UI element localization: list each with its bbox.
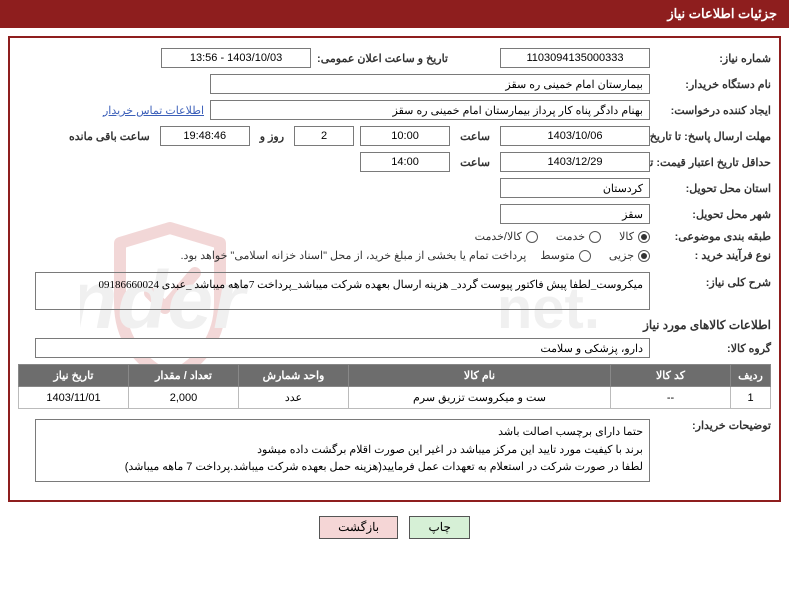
- days-remaining-input[interactable]: [294, 126, 354, 146]
- row-process: نوع فرآیند خرید : جزیی متوسط پرداخت تمام…: [18, 249, 771, 262]
- print-button[interactable]: چاپ: [409, 516, 469, 539]
- items-table: ردیف کد کالا نام کالا واحد شمارش تعداد /…: [18, 364, 771, 409]
- days-text: روز و: [256, 130, 288, 143]
- radio-icon: [638, 231, 650, 243]
- buyer-notes-line2: برند با کیفیت مورد تایید این مرکز میباشد…: [42, 442, 643, 460]
- th-name: نام کالا: [349, 365, 611, 387]
- row-deadline: مهلت ارسال پاسخ: تا تاریخ: ساعت روز و سا…: [18, 126, 771, 146]
- deadline-date-input[interactable]: [500, 126, 650, 146]
- requester-input[interactable]: [210, 100, 650, 120]
- category-label: طبقه بندی موضوعی:: [656, 230, 771, 243]
- button-row: چاپ بازگشت: [0, 516, 789, 539]
- category-radio-group: کالا خدمت کالا/خدمت: [475, 230, 650, 243]
- row-city: شهر محل تحویل:: [18, 204, 771, 224]
- page-title: جزئیات اطلاعات نیاز: [667, 6, 777, 21]
- city-input[interactable]: [500, 204, 650, 224]
- radio-goods[interactable]: کالا: [619, 230, 650, 243]
- radio-goods-service[interactable]: کالا/خدمت: [475, 230, 538, 243]
- td-row: 1: [731, 387, 771, 409]
- buyer-notes-line3: لطفا در صورت شرکت در استعلام به تعهدات ع…: [42, 459, 643, 477]
- validity-date-input[interactable]: [500, 152, 650, 172]
- radio-goods-label: کالا: [619, 230, 634, 243]
- page-header: جزئیات اطلاعات نیاز: [0, 0, 789, 28]
- radio-medium-label: متوسط: [540, 249, 575, 262]
- announce-input[interactable]: [161, 48, 311, 68]
- requester-label: ایجاد کننده درخواست:: [656, 104, 771, 117]
- contact-link[interactable]: اطلاعات تماس خریدار: [103, 104, 204, 117]
- announce-label: تاریخ و ساعت اعلان عمومی:: [317, 52, 448, 65]
- buyer-notes-box[interactable]: حتما دارای برچسب اصالت باشد برند با کیفی…: [35, 419, 650, 482]
- row-general-desc: شرح کلی نیاز: میکروست_لطفا پیش فاکتور پی…: [18, 272, 771, 310]
- province-input[interactable]: [500, 178, 650, 198]
- row-goods-group: گروه کالا:: [18, 338, 771, 358]
- td-name: ست و میکروست تزریق سرم: [349, 387, 611, 409]
- goods-group-label: گروه کالا:: [656, 342, 771, 355]
- province-label: استان محل تحویل:: [656, 182, 771, 195]
- radio-icon: [526, 231, 538, 243]
- td-code: --: [611, 387, 731, 409]
- radio-medium[interactable]: متوسط: [540, 249, 591, 262]
- th-code: کد کالا: [611, 365, 731, 387]
- td-qty: 2,000: [129, 387, 239, 409]
- radio-icon: [589, 231, 601, 243]
- validity-time-input[interactable]: [360, 152, 450, 172]
- th-unit: واحد شمارش: [239, 365, 349, 387]
- radio-goods-service-label: کالا/خدمت: [475, 230, 522, 243]
- th-qty: تعداد / مقدار: [129, 365, 239, 387]
- time-label-2: ساعت: [456, 156, 494, 169]
- radio-icon: [579, 250, 591, 262]
- items-info-title: اطلاعات کالاهای مورد نیاز: [18, 318, 771, 332]
- row-province: استان محل تحویل:: [18, 178, 771, 198]
- process-note: پرداخت تمام یا بخشی از مبلغ خرید، از محل…: [181, 249, 527, 262]
- deadline-label: مهلت ارسال پاسخ: تا تاریخ:: [656, 130, 771, 143]
- th-row: ردیف: [731, 365, 771, 387]
- time-label-1: ساعت: [456, 130, 494, 143]
- table-row[interactable]: 1 -- ست و میکروست تزریق سرم عدد 2,000 14…: [19, 387, 771, 409]
- main-frame: AriaTender .net شماره نیاز: تاریخ و ساعت…: [8, 36, 781, 502]
- row-buyer-org: نام دستگاه خریدار:: [18, 74, 771, 94]
- td-unit: عدد: [239, 387, 349, 409]
- countdown-input[interactable]: [160, 126, 250, 146]
- row-validity: حداقل تاریخ اعتبار قیمت: تا تاریخ: ساعت: [18, 152, 771, 172]
- radio-service[interactable]: خدمت: [556, 230, 601, 243]
- validity-label: حداقل تاریخ اعتبار قیمت: تا تاریخ:: [656, 156, 771, 169]
- radio-service-label: خدمت: [556, 230, 585, 243]
- general-desc-label: شرح کلی نیاز:: [656, 272, 771, 289]
- goods-group-input[interactable]: [35, 338, 650, 358]
- th-date: تاریخ نیاز: [19, 365, 129, 387]
- remaining-text: ساعت باقی مانده: [65, 130, 154, 143]
- general-desc-box[interactable]: میکروست_لطفا پیش فاکتور پیوست گردد_ هزین…: [35, 272, 650, 310]
- row-category: طبقه بندی موضوعی: کالا خدمت کالا/خدمت: [18, 230, 771, 243]
- radio-partial-label: جزیی: [609, 249, 634, 262]
- buyer-org-label: نام دستگاه خریدار:: [656, 78, 771, 91]
- row-requester: ایجاد کننده درخواست: اطلاعات تماس خریدار: [18, 100, 771, 120]
- deadline-time-input[interactable]: [360, 126, 450, 146]
- table-header-row: ردیف کد کالا نام کالا واحد شمارش تعداد /…: [19, 365, 771, 387]
- need-number-label: شماره نیاز:: [656, 52, 771, 65]
- back-button[interactable]: بازگشت: [319, 516, 398, 539]
- process-radio-group: جزیی متوسط: [540, 249, 650, 262]
- buyer-notes-label: توضیحات خریدار:: [656, 415, 771, 432]
- need-number-input[interactable]: [500, 48, 650, 68]
- td-date: 1403/11/01: [19, 387, 129, 409]
- radio-icon: [638, 250, 650, 262]
- city-label: شهر محل تحویل:: [656, 208, 771, 221]
- buyer-org-input[interactable]: [210, 74, 650, 94]
- radio-partial[interactable]: جزیی: [609, 249, 650, 262]
- buyer-notes-line1: حتما دارای برچسب اصالت باشد: [42, 424, 643, 442]
- row-buyer-notes: توضیحات خریدار: حتما دارای برچسب اصالت ب…: [18, 415, 771, 482]
- row-need-number: شماره نیاز: تاریخ و ساعت اعلان عمومی:: [18, 48, 771, 68]
- process-label: نوع فرآیند خرید :: [656, 249, 771, 262]
